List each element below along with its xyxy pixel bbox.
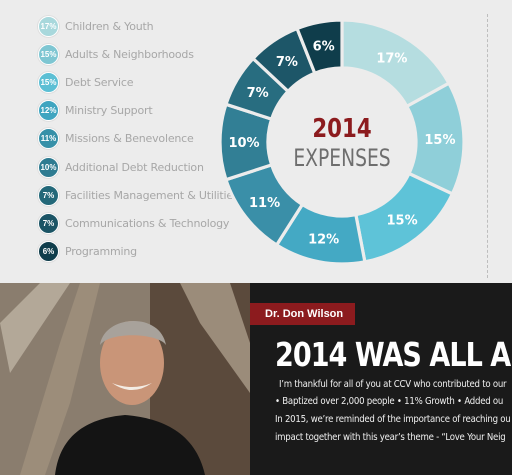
author-name-tag: Dr. Don Wilson <box>250 303 356 325</box>
legend-label: Programming <box>65 245 137 259</box>
donut-slice <box>295 18 344 76</box>
legend-label: Adults & Neighborhoods <box>65 47 194 61</box>
slice-value-label: 17% <box>376 52 407 67</box>
pastor-message-section: Dr. Don Wilson 2014 WAS ALL ABOUT I’m th… <box>0 283 512 475</box>
chart-title: 2014 <box>312 113 371 144</box>
message-line: impact together with this year’s theme -… <box>275 432 506 443</box>
legend-badge: 15% <box>38 43 59 65</box>
legend-item: 12% Ministry Support <box>38 100 153 122</box>
legend-badge: 7% <box>38 212 59 234</box>
slice-value-label: 15% <box>387 213 418 228</box>
legend-label: Communications & Technology <box>65 216 230 230</box>
legend-badge: 17% <box>38 15 59 37</box>
legend-badge: 6% <box>38 241 59 263</box>
slice-value-label: 6% <box>313 40 335 55</box>
message-line: In 2015, we’re reminded of the importanc… <box>275 414 511 425</box>
legend-item: 15% Debt Service <box>38 71 133 93</box>
legend-label: Children & Youth <box>65 19 154 33</box>
slice-value-label: 11% <box>249 196 280 211</box>
chart-subtitle: EXPENSES <box>293 145 390 173</box>
legend-item: 7% Facilities Management & Utilities <box>38 184 239 206</box>
slice-value-label: 7% <box>247 86 269 101</box>
expenses-donut-chart: 17% 15% 15% 12% 11% 10% 7% 7% 6% 2014 EXPENSES <box>218 18 466 266</box>
legend-label: Debt Service <box>65 75 134 89</box>
message-headline: 2014 WAS ALL ABOUT <box>275 335 512 374</box>
legend-item: 11% Missions & Benevolence <box>38 128 194 150</box>
legend-item: 6% Programming <box>38 241 137 263</box>
pastor-photo <box>0 283 250 475</box>
slice-value-label: 10% <box>228 136 259 151</box>
legend-label: Missions & Benevolence <box>65 132 194 146</box>
legend-item: 10% Additional Debt Reduction <box>38 156 204 178</box>
slice-value-label: 15% <box>424 133 455 148</box>
message-panel: Dr. Don Wilson 2014 WAS ALL ABOUT I’m th… <box>250 283 512 475</box>
legend-item: 7% Communications & Technology <box>38 212 229 234</box>
legend-label: Ministry Support <box>65 104 153 118</box>
legend-item: 15% Adults & Neighborhoods <box>38 43 194 65</box>
slice-value-label: 12% <box>308 232 339 247</box>
message-line: I’m thankful for all of you at CCV who c… <box>279 379 507 390</box>
legend-badge: 12% <box>38 100 59 122</box>
message-line: • Baptized over 2,000 people • 11% Growt… <box>275 396 504 407</box>
legend-badge: 7% <box>38 184 59 206</box>
legend-badge: 10% <box>38 156 59 178</box>
slice-value-label: 7% <box>276 55 298 70</box>
legend-badge: 11% <box>38 128 59 150</box>
expenses-section: 17% Children & Youth 15% Adults & Neighborh… <box>38 14 488 278</box>
legend-label: Facilities Management & Utilities <box>65 188 239 202</box>
legend-label: Additional Debt Reduction <box>65 160 204 174</box>
legend-badge: 15% <box>38 71 59 93</box>
section-divider <box>487 14 488 278</box>
legend-item: 17% Children & Youth <box>38 15 154 37</box>
